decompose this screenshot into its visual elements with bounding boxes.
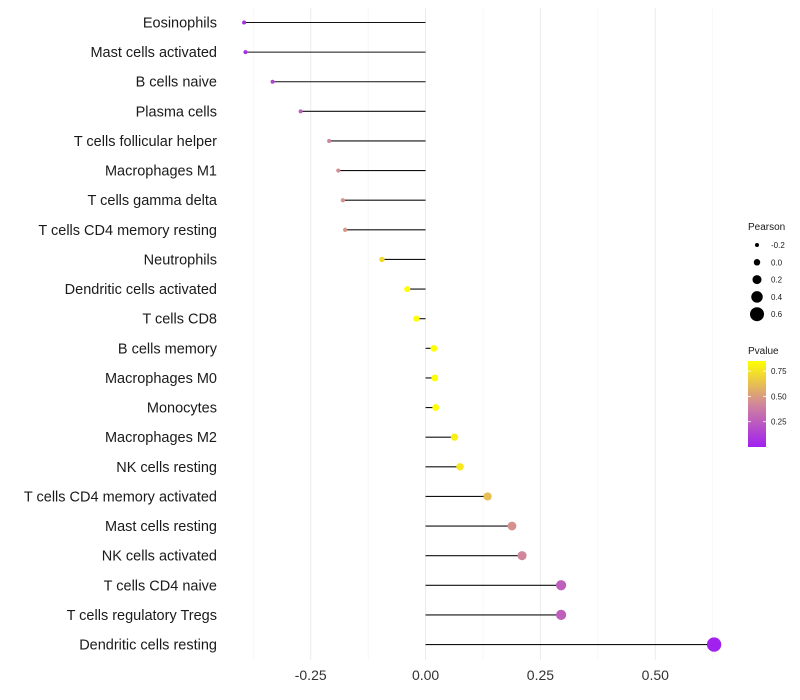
category-label: Eosinophils (143, 16, 217, 32)
data-point (327, 138, 332, 143)
category-label: T cells CD4 memory activated (24, 489, 217, 505)
category-label: T cells CD4 memory resting (38, 223, 217, 239)
data-point (404, 286, 411, 293)
category-label: Mast cells resting (105, 519, 217, 535)
x-tick-label: 0.50 (642, 667, 669, 683)
legend-size-dot (750, 307, 764, 322)
category-label: B cells naive (136, 75, 217, 91)
pvalue-colorbar (748, 361, 766, 447)
legend-size-dot (753, 259, 761, 266)
category-label: T cells CD4 naive (104, 578, 217, 594)
category-labels: Eosinophils Mast cells activated B cells n… (24, 16, 218, 654)
stem-layer (244, 21, 715, 646)
data-point (706, 637, 722, 652)
category-label: B cells memory (118, 341, 218, 357)
category-label: T cells regulatory Tregs (67, 608, 217, 624)
x-tick-label: -0.25 (295, 667, 327, 683)
category-label: Macrophages M2 (105, 430, 217, 446)
legend-pearson: Pearson -0.2 0.0 0.2 0.4 0.6 (748, 222, 785, 322)
legend-color-label: 0.25 (771, 418, 787, 427)
data-point (343, 227, 348, 232)
legend-size-label: 0.0 (771, 258, 783, 267)
category-label: Dendritic cells activated (65, 282, 217, 298)
category-label: Monocytes (147, 401, 217, 417)
legend-size-label: 0.2 (771, 276, 783, 285)
data-point (379, 256, 385, 263)
legend-color-label: 0.50 (771, 392, 787, 401)
data-point (413, 315, 420, 322)
data-point (336, 168, 341, 173)
x-tick-label: 0.25 (527, 667, 554, 683)
data-point (556, 609, 567, 620)
legend-pvalue-title: Pvalue (748, 346, 779, 357)
category-label: Plasma cells (136, 104, 217, 120)
category-label: T cells follicular helper (74, 134, 217, 150)
category-label: Neutrophils (144, 252, 217, 268)
data-point (431, 374, 439, 382)
data-point (507, 521, 517, 531)
data-point (270, 79, 275, 84)
data-point (340, 198, 345, 203)
data-point (517, 551, 527, 561)
legend-size-dot (752, 275, 762, 285)
x-axis-ticks: -0.25 0.00 0.25 0.50 (295, 667, 669, 683)
legend-size-dot (755, 243, 759, 247)
data-point (243, 50, 248, 55)
legend-color-label: 0.75 (771, 367, 787, 376)
legend-size-dot (751, 291, 763, 303)
legend-pearson-title: Pearson (748, 222, 785, 233)
category-label: Mast cells activated (90, 45, 217, 61)
data-point (450, 433, 459, 441)
category-label: Dendritic cells resting (79, 638, 217, 654)
legend-pvalue: Pvalue 0.25 0.50 0.75 (748, 346, 787, 447)
data-point (242, 20, 247, 25)
data-point (556, 580, 567, 591)
data-point (456, 463, 464, 471)
data-point (483, 492, 492, 501)
data-point (430, 344, 438, 352)
point-layer (242, 20, 722, 652)
category-label: Macrophages M1 (105, 164, 217, 180)
category-label: Macrophages M0 (105, 371, 217, 387)
data-point (432, 404, 440, 411)
category-label: NK cells resting (116, 460, 217, 476)
category-label: NK cells activated (102, 549, 217, 565)
legend-size-label: 0.4 (771, 293, 783, 302)
legend-size-label: -0.2 (771, 241, 785, 250)
x-tick-label: 0.00 (412, 667, 439, 683)
legend-size-label: 0.6 (771, 310, 783, 319)
category-label: T cells gamma delta (88, 193, 218, 209)
category-label: T cells CD8 (142, 312, 217, 328)
grid-layer (252, 8, 714, 660)
data-point (298, 109, 303, 114)
